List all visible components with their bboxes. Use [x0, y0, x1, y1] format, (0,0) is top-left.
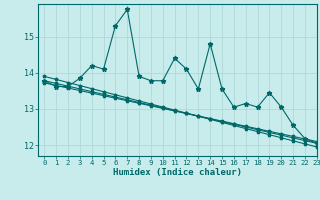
X-axis label: Humidex (Indice chaleur): Humidex (Indice chaleur)	[113, 168, 242, 177]
